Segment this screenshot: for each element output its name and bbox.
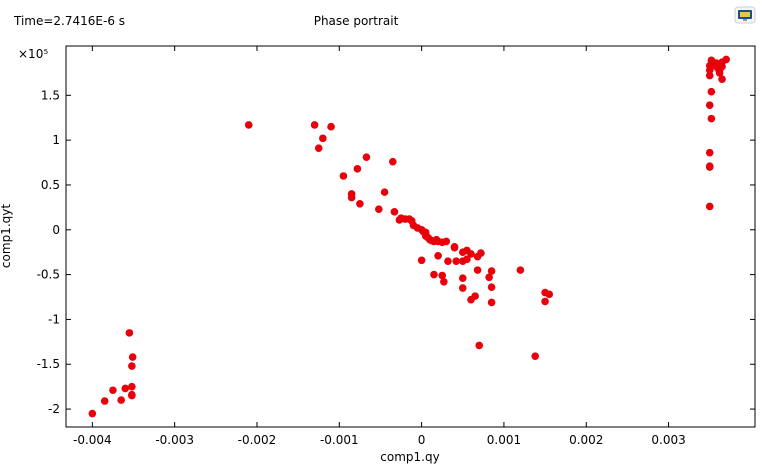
scatter-point — [458, 284, 467, 292]
scatter-point — [718, 62, 726, 71]
scatter-point — [319, 134, 327, 143]
x-axis-ticks: -0.004 -0.003 -0.002 -0.001 0 0.001 0.002 0.003 — [73, 46, 686, 447]
scatter-point — [440, 277, 448, 286]
scatter-point — [128, 390, 136, 399]
y-tick-label: 0.5 — [41, 178, 60, 192]
x-tick-label: 0.003 — [651, 433, 685, 447]
x-tick-label: 0.001 — [487, 433, 521, 447]
scatter-point — [389, 157, 397, 166]
y-tick-label: -1 — [48, 312, 60, 326]
scatter-point — [487, 298, 496, 307]
scatter-point — [475, 341, 484, 350]
scatter-point — [477, 249, 485, 257]
scatter-point — [417, 256, 426, 265]
scatter-point — [516, 266, 525, 274]
y-tick-label: 0 — [52, 223, 60, 237]
scatter-point — [545, 290, 554, 299]
scatter-point — [380, 188, 389, 196]
y-axis-label: comp1.qyt — [0, 204, 13, 268]
scatter-point — [128, 353, 137, 361]
data-points — [88, 55, 730, 418]
scatter-point — [444, 257, 452, 265]
scatter-point — [356, 199, 364, 208]
plot-area-frame — [65, 45, 756, 428]
scatter-point — [467, 295, 475, 304]
scatter-point — [722, 55, 730, 64]
x-tick-label: -0.004 — [73, 433, 112, 447]
scatter-point — [467, 250, 475, 258]
scatter-point — [390, 208, 399, 216]
scatter-point — [117, 396, 125, 404]
y-axis-ticks: -2 -1.5 -1 -0.5 0 0.5 1 1.5 — [37, 88, 755, 416]
scatter-point — [347, 193, 356, 202]
scatter-point — [362, 153, 371, 161]
scatter-point — [88, 409, 97, 418]
scatter-point — [458, 274, 467, 282]
scatter-point — [310, 121, 319, 129]
scatter-point — [339, 172, 348, 180]
scatter-point — [438, 271, 446, 280]
scatter-point — [128, 362, 136, 370]
y-tick-label: -1.5 — [37, 357, 60, 371]
scatter-point — [353, 165, 362, 173]
scatter-point — [327, 122, 335, 131]
x-axis-label: comp1.qy — [380, 450, 439, 464]
scatter-point — [705, 148, 714, 157]
y-tick-label: 1 — [52, 133, 60, 147]
scatter-point — [487, 283, 496, 291]
scatter-point — [430, 270, 438, 279]
scatter-point — [450, 243, 459, 252]
scatter-point — [244, 121, 253, 129]
scatter-point — [487, 267, 496, 275]
scatter-point — [705, 71, 714, 80]
x-tick-label: 0 — [418, 433, 426, 447]
scatter-point — [531, 352, 540, 360]
plot-title: Phase portrait — [314, 14, 399, 28]
scatter-point — [473, 266, 482, 274]
monitor-export-icon[interactable] — [734, 6, 756, 24]
scatter-point — [707, 114, 716, 123]
y-tick-label: 1.5 — [41, 88, 60, 102]
scatter-point — [707, 87, 716, 96]
x-tick-label: 0.002 — [569, 433, 603, 447]
scatter-point — [100, 397, 109, 405]
scatter-point — [452, 257, 460, 265]
y-tick-label: -0.5 — [37, 268, 60, 282]
x-tick-label: -0.001 — [320, 433, 359, 447]
x-tick-label: -0.003 — [155, 433, 194, 447]
y-axis-multiplier: ×10⁵ — [18, 47, 48, 61]
scatter-point — [705, 163, 714, 171]
scatter-point — [434, 251, 442, 260]
scatter-point — [541, 297, 549, 306]
scatter-point — [109, 386, 117, 395]
scatter-point — [314, 144, 323, 152]
scatter-point — [485, 273, 493, 282]
scatter-point — [705, 202, 714, 211]
x-tick-label: -0.002 — [238, 433, 277, 447]
time-label: Time=2.7416E-6 s — [13, 14, 125, 28]
scatter-point — [125, 329, 134, 337]
scatter-point — [442, 237, 451, 246]
scatter-point — [375, 205, 383, 213]
y-tick-label: -2 — [48, 402, 60, 416]
scatter-point — [121, 384, 130, 393]
scatter-point — [705, 101, 714, 109]
scatter-point — [463, 255, 471, 264]
scatter-point — [128, 382, 136, 391]
scatter-point — [718, 75, 726, 83]
